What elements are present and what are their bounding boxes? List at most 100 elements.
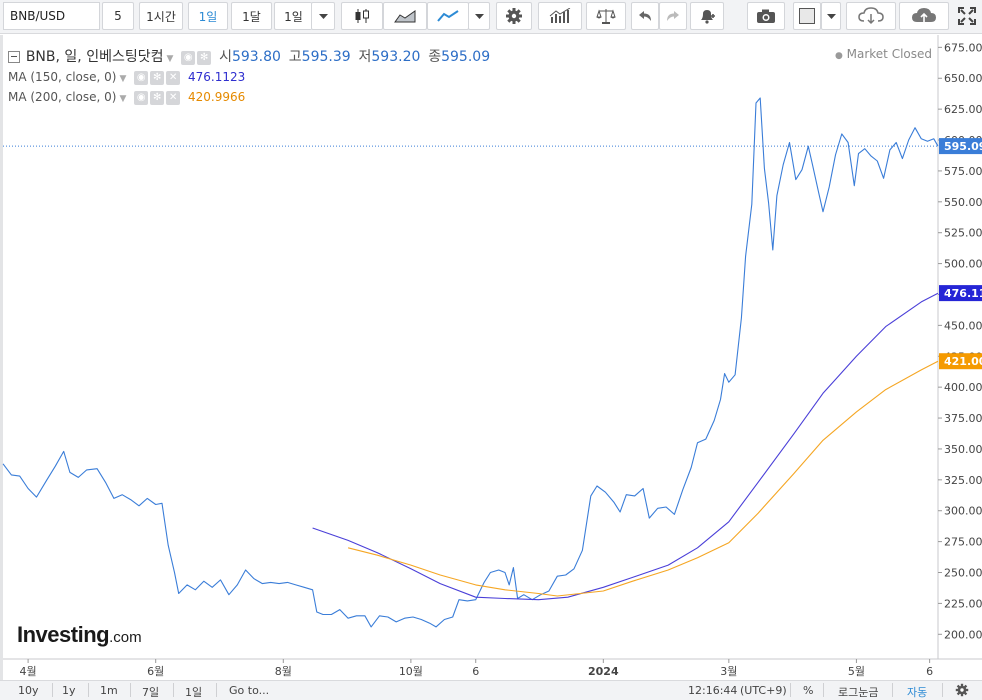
legend-main-controls: ◉ ✻ — [181, 50, 212, 65]
divider — [892, 683, 893, 697]
y-tick-label: 550.00 — [944, 196, 982, 209]
candlestick-icon — [355, 9, 369, 23]
y-tick-label: 450.00 — [944, 319, 982, 332]
last-price-badge-bg — [939, 138, 982, 155]
investing-logo: Investing.com — [17, 622, 142, 648]
cloud-download-icon — [858, 7, 884, 25]
interval-input[interactable]: 5 — [102, 2, 134, 30]
interval-1day-label: 1일 — [198, 9, 218, 24]
price-series-line — [2, 97, 939, 628]
open-value: 593.80 — [231, 49, 281, 65]
interval-input-value: 5 — [114, 9, 122, 23]
interval-1month-button[interactable]: 1달 — [231, 2, 272, 30]
y-tick-label: 350.00 — [944, 443, 982, 456]
y-tick-label: 325.00 — [944, 474, 982, 487]
ma150-controls: ◉ ✻ ✕ — [134, 70, 181, 85]
chevron-down-icon — [318, 13, 328, 19]
chart-settings-gear-icon[interactable] — [955, 683, 969, 700]
camera-icon — [757, 9, 775, 23]
ma200-badge-bg — [939, 353, 982, 370]
collapse-legend-icon[interactable] — [8, 50, 20, 63]
range-7d-button[interactable]: 7일 — [142, 686, 160, 699]
background-color-dropdown[interactable] — [821, 2, 841, 30]
y-tick-label: 675.00 — [944, 41, 982, 54]
legend-dropdown-caret-icon[interactable]: ▼ — [166, 54, 174, 64]
divider — [790, 683, 791, 697]
interval-1hour-label: 1시간 — [146, 9, 176, 24]
background-color-button[interactable] — [793, 2, 821, 30]
area-chart-icon — [394, 10, 416, 23]
y-tick-label: 525.00 — [944, 227, 982, 240]
range-1d-button[interactable]: 1일 — [185, 686, 203, 699]
interval-1day-button[interactable]: 1일 — [188, 2, 228, 30]
ma200-dropdown-caret-icon[interactable]: ▼ — [119, 94, 127, 104]
chevron-down-icon — [474, 13, 484, 19]
chart-type-dropdown[interactable] — [468, 2, 490, 30]
area-chart-button[interactable] — [383, 2, 427, 30]
ma150-value: 476.1123 — [188, 70, 246, 84]
percent-scale-button[interactable]: % — [803, 684, 814, 697]
chart-area[interactable] — [0, 35, 982, 680]
log-scale-button[interactable]: 로그눈금 — [838, 686, 879, 699]
goto-date-button[interactable]: Go to... — [229, 684, 270, 697]
divider — [173, 683, 174, 697]
range-10y-button[interactable]: 10y — [18, 684, 39, 697]
x-tick-label: 8월 — [275, 665, 292, 678]
legend-main-row: BNB, 일, 인베스팅닷컴 ▼ ◉ ✻ 시593.80 고595.39 저593… — [8, 46, 494, 66]
x-tick-label: 6 — [472, 665, 479, 678]
ma200-visibility-eye-icon[interactable]: ◉ — [134, 90, 149, 105]
line-chart-button[interactable] — [427, 2, 469, 30]
y-tick-label: 650.00 — [944, 72, 982, 85]
timezone-button[interactable]: (UTC+9) — [740, 684, 787, 697]
close-value: 595.09 — [441, 49, 491, 65]
y-tick-label: 625.00 — [944, 103, 982, 116]
bell-icon — [701, 10, 715, 24]
legend-ma200-row: MA (200, close, 0) ▼ ◉ ✻ ✕ 420.9966 — [8, 90, 245, 105]
settings-button[interactable] — [496, 2, 532, 30]
fullscreen-icon — [958, 7, 976, 25]
interval-dropdown-caret[interactable] — [311, 2, 335, 30]
ma200-settings-gear-icon[interactable]: ✻ — [150, 90, 165, 105]
candlestick-chart-button[interactable] — [341, 2, 383, 30]
auto-scale-button[interactable]: 자동 — [907, 686, 928, 699]
symbol-search-input[interactable] — [3, 2, 100, 30]
range-1y-button[interactable]: 1y — [62, 684, 76, 697]
interval-dropdown-label: 1일 — [284, 9, 303, 24]
range-1m-button[interactable]: 1m — [100, 684, 118, 697]
divider — [52, 683, 53, 697]
settings-gear-icon[interactable]: ✻ — [197, 50, 212, 65]
ma150-dropdown-caret-icon[interactable]: ▼ — [119, 74, 127, 84]
load-chart-button[interactable] — [846, 2, 896, 30]
compare-button[interactable] — [586, 2, 626, 30]
x-tick-label: 2024 — [588, 665, 619, 678]
clock-time: 12:16:44 — [688, 684, 738, 697]
alert-button[interactable] — [690, 2, 724, 30]
y-tick-label: 500.00 — [944, 258, 982, 271]
y-tick-label: 200.00 — [944, 628, 982, 641]
interval-dropdown-button[interactable]: 1일 — [274, 2, 312, 30]
screenshot-button[interactable] — [747, 2, 785, 30]
undo-button[interactable] — [631, 2, 659, 30]
high-value: 595.39 — [301, 49, 351, 65]
chevron-down-icon — [826, 13, 836, 19]
undo-icon — [639, 11, 651, 21]
indicators-button[interactable] — [538, 2, 582, 30]
redo-button[interactable] — [659, 2, 687, 30]
ma150-settings-gear-icon[interactable]: ✻ — [150, 70, 165, 85]
y-tick-label: 375.00 — [944, 412, 982, 425]
ma150-remove-close-icon[interactable]: ✕ — [166, 70, 181, 85]
visibility-eye-icon[interactable]: ◉ — [181, 50, 196, 65]
interval-1hour-button[interactable]: 1시간 — [139, 2, 183, 30]
ma150-visibility-eye-icon[interactable]: ◉ — [134, 70, 149, 85]
price-chart[interactable]: 200.00 225.00 250.00 275.00 300.00 325.00 350.… — [0, 35, 982, 680]
y-tick-label: 575.00 — [944, 165, 982, 178]
ma200-remove-close-icon[interactable]: ✕ — [166, 90, 181, 105]
ma150-badge-bg — [939, 285, 982, 302]
y-tick-label: 400.00 — [944, 381, 982, 394]
divider — [216, 683, 217, 697]
fullscreen-button[interactable] — [952, 2, 982, 30]
save-chart-button[interactable] — [899, 2, 949, 30]
ma200-controls: ◉ ✻ ✕ — [134, 90, 181, 105]
indicators-icon — [549, 8, 571, 23]
gear-icon — [506, 8, 522, 24]
